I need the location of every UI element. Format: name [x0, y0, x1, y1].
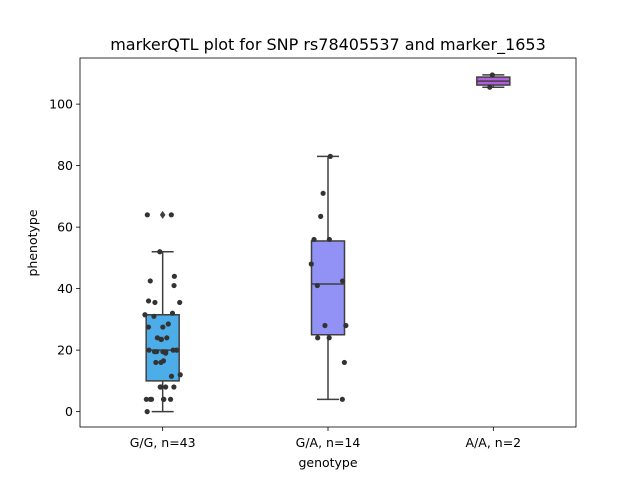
- data-point: [322, 322, 328, 329]
- data-point: [177, 372, 183, 378]
- data-point: [145, 298, 152, 304]
- data-point: [489, 72, 495, 78]
- box-group: [476, 72, 511, 90]
- data-point: [167, 396, 174, 402]
- data-point: [315, 335, 321, 341]
- data-point: [168, 212, 174, 218]
- data-point: [174, 347, 180, 353]
- x-tick-label: G/A, n=14: [296, 435, 361, 450]
- data-point: [318, 213, 324, 219]
- y-tick-label: 20: [57, 343, 73, 358]
- data-point: [171, 282, 177, 289]
- data-point: [308, 261, 314, 267]
- data-point: [158, 336, 165, 342]
- data-point: [487, 84, 493, 90]
- data-point: [339, 278, 346, 284]
- data-point: [144, 409, 150, 415]
- data-point: [163, 350, 169, 356]
- data-point: [165, 321, 171, 327]
- outlier-marker: [159, 210, 166, 219]
- data-point: [326, 335, 332, 341]
- data-point: [152, 299, 158, 306]
- data-point: [158, 359, 164, 366]
- data-point: [326, 236, 332, 243]
- y-tick-label: 60: [57, 220, 73, 235]
- data-point: [160, 396, 167, 402]
- y-tick-label: 40: [57, 281, 73, 296]
- data-point: [168, 373, 175, 379]
- data-point: [147, 278, 153, 284]
- data-point: [311, 236, 317, 243]
- chart-title: markerQTL plot for SNP rs78405537 and ma…: [110, 35, 546, 55]
- data-point: [146, 347, 152, 353]
- data-point: [163, 384, 169, 390]
- data-point: [341, 359, 347, 366]
- data-point: [327, 153, 333, 159]
- x-axis-label: genotype: [298, 455, 357, 470]
- data-point: [320, 190, 326, 196]
- data-point: [343, 322, 349, 329]
- data-point: [143, 396, 149, 402]
- data-point: [169, 310, 176, 316]
- y-tick-label: 0: [65, 404, 73, 419]
- data-point: [164, 335, 170, 341]
- box-group: [142, 210, 183, 415]
- y-tick-label: 80: [57, 158, 73, 173]
- y-tick-label: 100: [49, 97, 73, 112]
- data-point: [157, 384, 163, 390]
- data-point: [171, 384, 177, 390]
- data-point: [145, 324, 152, 330]
- data-point: [151, 349, 158, 355]
- plot-area: [142, 72, 511, 415]
- data-point: [151, 313, 157, 319]
- data-point: [171, 273, 177, 279]
- box-group: [308, 153, 349, 402]
- x-tick-label: G/G, n=43: [130, 435, 196, 450]
- data-point: [177, 299, 183, 306]
- data-point: [153, 359, 159, 366]
- data-point: [148, 396, 155, 402]
- data-point: [339, 396, 345, 402]
- x-tick-label: A/A, n=2: [466, 435, 522, 450]
- y-axis-label: phenotype: [25, 209, 40, 276]
- data-point: [160, 324, 166, 330]
- data-point: [157, 249, 163, 255]
- data-point: [142, 312, 148, 318]
- data-point: [314, 282, 320, 289]
- data-point: [144, 212, 150, 218]
